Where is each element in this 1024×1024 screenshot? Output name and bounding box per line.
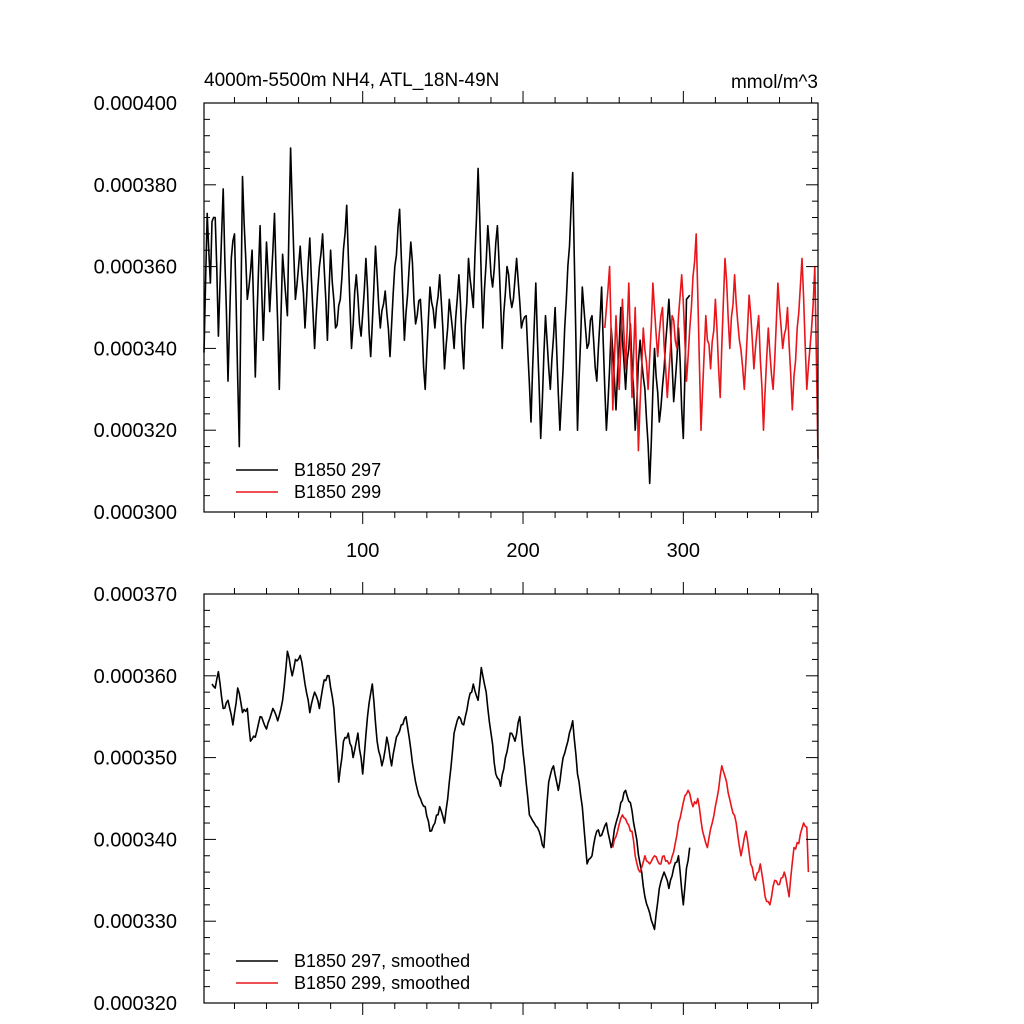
bottom-panel: 0.000320 0.000330 0.000340 0.000350 0.000360… xyxy=(94,582,819,1015)
y-tick-label: 0.000300 xyxy=(94,502,177,524)
y-tick-label: 0.000320 xyxy=(94,993,177,1015)
y-tick-label: 0.000340 xyxy=(94,338,177,360)
y-tick-label: 0.000360 xyxy=(94,666,177,688)
x-tick-label: 100 xyxy=(346,540,379,562)
legend-label: B1850 299 xyxy=(294,482,381,502)
x-tick-label: 200 xyxy=(506,540,539,562)
y-tick-label: 0.000320 xyxy=(94,420,177,442)
series-line-b1850-299 xyxy=(604,233,819,459)
legend-label: B1850 297, smoothed xyxy=(294,951,470,971)
series-line-b1850-297 xyxy=(211,650,691,931)
y-tick-label: 0.000340 xyxy=(94,829,177,851)
units-label: mmol/m^3 xyxy=(731,72,818,93)
plot-frame xyxy=(203,102,819,513)
panel-title: 4000m-5500m NH4, ATL_18N-49N xyxy=(204,70,499,91)
legend-label: B1850 297 xyxy=(294,460,381,480)
top-panel: 4000m-5500m NH4, ATL_18N-49N mmol/m^3 0.… xyxy=(94,70,819,562)
x-tick-label: 300 xyxy=(667,540,700,562)
legend-label: B1850 299, smoothed xyxy=(294,973,470,993)
y-tick-label: 0.000400 xyxy=(94,93,177,115)
series-line-b1850-297 xyxy=(203,147,691,485)
y-tick-label: 0.000350 xyxy=(94,748,177,770)
y-tick-label: 0.000380 xyxy=(94,175,177,197)
plot-frame xyxy=(203,593,819,1004)
y-tick-label: 0.000360 xyxy=(94,257,177,279)
y-tick-label: 0.000370 xyxy=(94,584,177,606)
y-tick-label: 0.000330 xyxy=(94,911,177,933)
series-line-b1850-299 xyxy=(612,765,810,906)
